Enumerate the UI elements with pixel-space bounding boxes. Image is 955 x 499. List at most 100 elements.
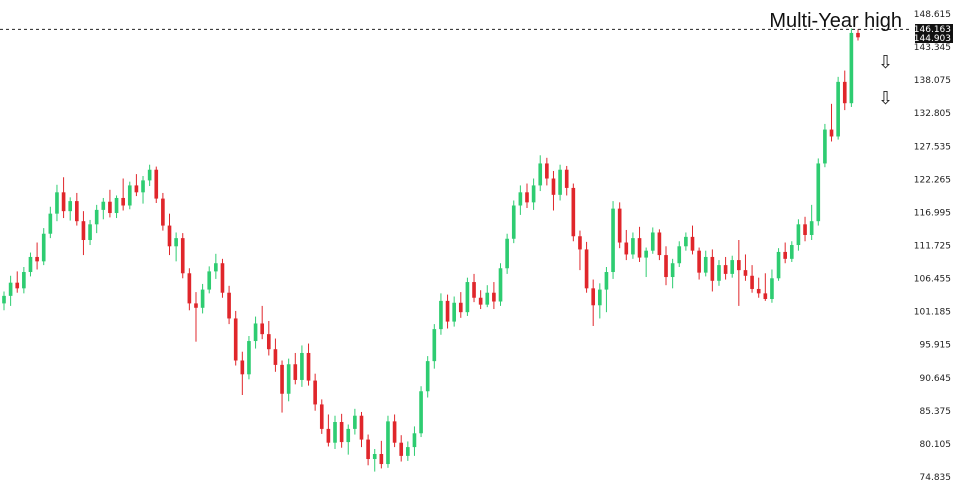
y-tick-label: 74.835	[920, 473, 952, 483]
y-tick-label: 106.455	[914, 275, 951, 285]
candle-body	[266, 334, 271, 350]
candle-body	[293, 364, 298, 380]
candle	[22, 266, 26, 294]
candle-body	[8, 282, 13, 296]
candle-body	[789, 245, 794, 259]
candle-body	[88, 224, 92, 241]
candle-body	[207, 271, 212, 290]
y-tick-label: 122.265	[914, 175, 951, 185]
candle	[48, 206, 53, 239]
candle-body	[194, 303, 198, 308]
candle-body	[538, 163, 543, 186]
candle-body	[134, 185, 139, 193]
candle	[531, 178, 536, 210]
candle	[101, 197, 106, 220]
candle-body	[379, 454, 384, 465]
candle	[81, 211, 86, 256]
candle-body	[518, 192, 523, 206]
candle	[313, 373, 317, 411]
candle-body	[829, 129, 834, 137]
candle	[286, 358, 291, 402]
candle	[353, 408, 357, 435]
candle	[127, 181, 132, 210]
candle	[717, 260, 721, 286]
candle	[319, 399, 324, 434]
candle-body	[35, 256, 39, 262]
y-tick-label: 143.345	[914, 43, 951, 53]
candle	[108, 189, 112, 218]
price-tag-label: 144.903	[914, 34, 951, 44]
candle-body	[300, 352, 304, 380]
price-tag-box	[915, 24, 953, 34]
candle-body	[439, 300, 443, 330]
candle	[737, 240, 741, 306]
candle	[684, 232, 688, 251]
candle-body	[214, 263, 218, 272]
candle-body	[511, 205, 516, 239]
candle	[816, 158, 821, 226]
down-arrow-icon: ⇩	[878, 88, 893, 109]
candle-body	[333, 421, 337, 443]
candle-body	[101, 201, 106, 210]
candle-body	[492, 292, 496, 302]
candle-body	[564, 169, 569, 188]
candle-body	[584, 249, 589, 289]
candle-body	[432, 329, 437, 362]
candle	[578, 230, 582, 271]
candle	[15, 271, 20, 293]
candle	[200, 283, 205, 314]
candle	[545, 157, 549, 186]
candle-body	[147, 169, 152, 181]
candle-body	[637, 238, 642, 258]
candle	[776, 248, 781, 281]
candle	[346, 424, 351, 455]
candle	[637, 226, 642, 262]
candle-body	[478, 297, 483, 305]
candle-body	[425, 361, 430, 392]
candle	[260, 305, 265, 340]
candle	[55, 184, 59, 222]
candle	[8, 275, 13, 306]
candle	[147, 164, 152, 187]
candle-body	[319, 404, 324, 429]
candle	[114, 195, 119, 219]
candle-body	[339, 421, 344, 443]
candle	[809, 204, 814, 241]
candle	[412, 426, 417, 456]
candle-body	[75, 201, 79, 222]
candle	[386, 415, 390, 468]
candle	[88, 219, 92, 246]
candle-body	[55, 192, 59, 214]
candle-body	[703, 256, 708, 273]
candle-body	[233, 318, 238, 361]
candle-body	[114, 197, 119, 214]
candle	[379, 440, 384, 469]
candle-body	[419, 391, 423, 434]
candle-body	[465, 282, 470, 313]
candle	[511, 200, 516, 244]
candle	[300, 345, 304, 387]
candle	[154, 166, 159, 203]
candle	[750, 265, 754, 293]
candle-body	[220, 263, 225, 293]
candle	[452, 296, 456, 327]
candle-body	[737, 260, 741, 271]
candle	[161, 192, 165, 231]
candle	[240, 351, 245, 396]
candle-body	[697, 250, 701, 273]
candle-body	[617, 208, 622, 243]
candle	[763, 273, 768, 301]
candle-body	[472, 282, 476, 298]
multi-year-high-label: Multi-Year high	[769, 10, 902, 32]
candle-body	[141, 180, 145, 193]
candle	[723, 256, 728, 280]
y-tick-label: 111.725	[914, 242, 951, 252]
candle-body	[227, 292, 231, 319]
candle-body	[730, 260, 735, 274]
candle	[823, 123, 827, 168]
candle-body	[743, 270, 748, 276]
candle-body	[94, 209, 99, 225]
candle-body	[836, 81, 840, 137]
